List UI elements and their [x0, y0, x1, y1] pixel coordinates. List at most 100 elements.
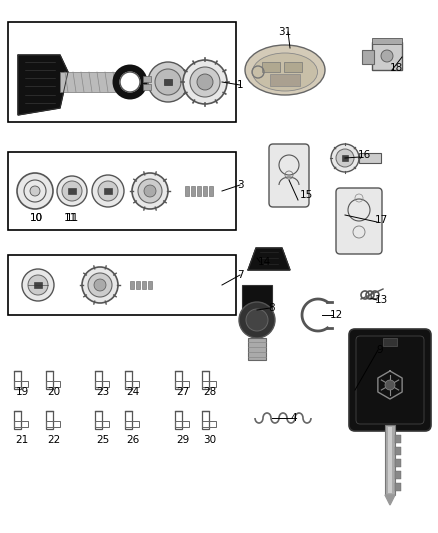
Circle shape	[246, 309, 268, 331]
Bar	[202, 421, 216, 427]
Bar	[372, 42, 402, 70]
Text: 1: 1	[237, 80, 244, 90]
Circle shape	[88, 273, 112, 297]
Bar	[270, 74, 300, 86]
Circle shape	[82, 267, 118, 303]
Circle shape	[92, 175, 124, 207]
Bar	[164, 79, 172, 85]
Text: 17: 17	[375, 215, 388, 225]
Bar	[136, 281, 140, 289]
Bar	[14, 381, 28, 387]
Text: 11: 11	[65, 213, 79, 223]
Bar	[175, 421, 189, 427]
Text: 9: 9	[376, 345, 383, 355]
Text: 18: 18	[390, 63, 403, 73]
Bar	[95, 371, 102, 389]
Bar	[95, 381, 109, 387]
Circle shape	[197, 74, 213, 90]
Bar	[143, 76, 151, 82]
Circle shape	[22, 269, 54, 301]
Bar	[46, 421, 60, 427]
Circle shape	[385, 380, 395, 390]
Bar	[372, 38, 402, 44]
Text: 16: 16	[358, 150, 371, 160]
FancyBboxPatch shape	[349, 329, 431, 431]
Text: 24: 24	[127, 387, 140, 397]
Text: 8: 8	[268, 303, 275, 313]
Bar	[362, 50, 374, 64]
Circle shape	[148, 62, 188, 102]
Bar	[185, 186, 189, 196]
FancyBboxPatch shape	[336, 188, 382, 254]
Bar	[34, 282, 42, 288]
Bar	[395, 471, 401, 479]
Bar	[95, 421, 109, 427]
Circle shape	[62, 181, 82, 201]
Bar	[8, 152, 236, 230]
Bar	[202, 371, 209, 389]
Circle shape	[190, 67, 220, 97]
Bar	[125, 371, 132, 389]
Bar	[248, 338, 266, 360]
Text: 21: 21	[15, 435, 28, 445]
Bar	[130, 281, 134, 289]
Bar	[197, 186, 201, 196]
Bar	[104, 188, 112, 194]
Bar	[385, 425, 395, 495]
Text: 27: 27	[177, 387, 190, 397]
Text: 28: 28	[203, 387, 217, 397]
Bar	[191, 186, 195, 196]
Bar	[284, 62, 302, 72]
FancyBboxPatch shape	[269, 144, 309, 207]
Bar	[175, 381, 189, 387]
Circle shape	[336, 149, 354, 167]
Bar	[148, 281, 152, 289]
Circle shape	[381, 50, 393, 62]
Text: 20: 20	[47, 387, 60, 397]
Bar	[46, 411, 53, 429]
Text: 25: 25	[96, 435, 110, 445]
Text: 26: 26	[127, 435, 140, 445]
Polygon shape	[248, 248, 290, 270]
Bar	[388, 427, 392, 493]
Ellipse shape	[252, 53, 318, 91]
Bar	[209, 186, 213, 196]
Circle shape	[138, 179, 162, 203]
Bar	[125, 421, 139, 427]
Text: 13: 13	[375, 295, 388, 305]
Circle shape	[30, 186, 40, 196]
Circle shape	[94, 279, 106, 291]
Ellipse shape	[245, 45, 325, 95]
Bar	[46, 381, 60, 387]
Bar	[60, 72, 115, 92]
Bar	[125, 381, 139, 387]
Bar	[14, 411, 21, 429]
Circle shape	[132, 173, 168, 209]
Bar	[46, 371, 53, 389]
Circle shape	[57, 176, 87, 206]
Bar	[202, 411, 209, 429]
Bar	[342, 155, 348, 161]
Bar	[14, 421, 28, 427]
Circle shape	[17, 173, 53, 209]
Bar	[142, 281, 146, 289]
Text: 10: 10	[29, 213, 42, 223]
Text: 30: 30	[203, 435, 216, 445]
Bar	[395, 459, 401, 467]
Circle shape	[155, 69, 181, 95]
Bar	[359, 153, 381, 163]
Circle shape	[239, 302, 275, 338]
Text: 10: 10	[29, 213, 42, 223]
Bar	[68, 188, 76, 194]
Bar	[95, 411, 102, 429]
Text: 23: 23	[96, 387, 110, 397]
Bar	[383, 338, 397, 346]
Bar	[125, 411, 132, 429]
Polygon shape	[385, 495, 395, 505]
Bar	[14, 371, 21, 389]
Bar	[395, 435, 401, 443]
Bar	[262, 62, 280, 72]
Bar	[202, 381, 216, 387]
Circle shape	[183, 60, 227, 104]
Text: 15: 15	[300, 190, 313, 200]
